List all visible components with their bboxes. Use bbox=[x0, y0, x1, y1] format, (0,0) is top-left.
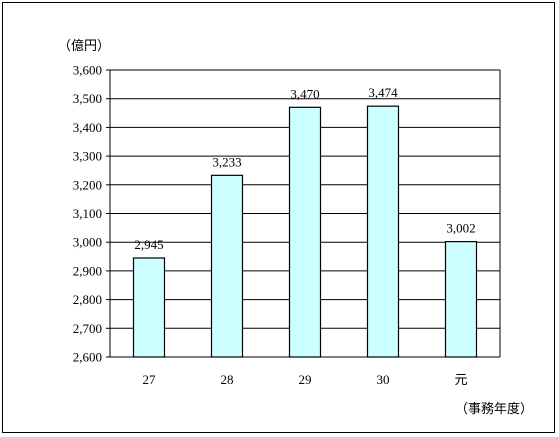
bar-value-label: 3,470 bbox=[290, 86, 319, 101]
y-tick-label: 2,900 bbox=[73, 263, 102, 278]
x-tick-label: 28 bbox=[221, 372, 234, 387]
y-axis-ticks: 2,600 2,700 2,800 2,900 3,000 3,100 3,200 3,300… bbox=[73, 63, 110, 365]
bar-value-label: 3,474 bbox=[368, 85, 398, 100]
y-tick-label: 2,600 bbox=[73, 350, 102, 365]
y-tick-label: 2,800 bbox=[73, 292, 102, 307]
bar-value-label: 2,945 bbox=[134, 237, 163, 252]
bar bbox=[132, 257, 166, 358]
y-tick-label: 3,000 bbox=[73, 235, 102, 250]
y-tick-label: 3,300 bbox=[73, 149, 102, 164]
bar bbox=[210, 174, 244, 358]
y-tick-label: 3,200 bbox=[73, 177, 102, 192]
bar-value-label: 3,233 bbox=[212, 154, 241, 169]
x-tick-label: 30 bbox=[377, 372, 390, 387]
bar-value-label: 3,002 bbox=[446, 221, 475, 236]
y-tick-label: 3,100 bbox=[73, 206, 102, 221]
y-tick-label: 2,700 bbox=[73, 321, 102, 336]
y-tick-label: 3,400 bbox=[73, 120, 102, 135]
y-tick-label: 3,500 bbox=[73, 91, 102, 106]
bar bbox=[444, 241, 478, 358]
y-tick-label: 3,600 bbox=[73, 63, 102, 78]
x-tick-label: 29 bbox=[299, 372, 312, 387]
bar bbox=[288, 106, 322, 358]
bars bbox=[132, 105, 478, 358]
x-unit-label: （事務年度） bbox=[455, 401, 533, 416]
value-labels: 2,945 3,233 3,470 3,474 3,002 bbox=[134, 85, 475, 252]
x-tick-label: 27 bbox=[143, 372, 157, 387]
y-unit-label: （億円） bbox=[58, 38, 110, 53]
chart-frame bbox=[2, 2, 555, 433]
bar bbox=[366, 105, 400, 358]
x-tick-label: 元 bbox=[454, 372, 467, 387]
x-axis-ticks: 27 28 29 30 元 bbox=[143, 372, 468, 387]
